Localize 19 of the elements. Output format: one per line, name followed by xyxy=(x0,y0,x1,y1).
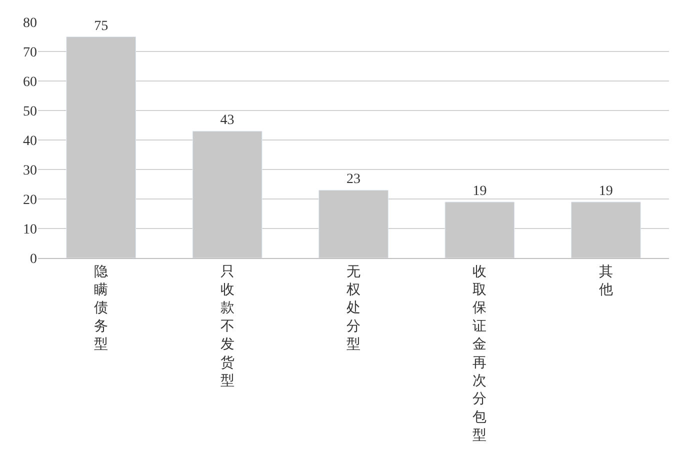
y-tick-label: 70 xyxy=(23,45,37,60)
category-label: 收取保证金再次分包型 xyxy=(472,264,487,444)
y-tick-label: 30 xyxy=(23,163,37,178)
y-tick-label: 10 xyxy=(23,222,37,238)
data-label: 43 xyxy=(220,113,234,128)
data-label: 19 xyxy=(472,184,487,199)
x-tick-label: 无权处分型 xyxy=(346,264,360,353)
data-label: 23 xyxy=(346,172,361,188)
data-label: 19 xyxy=(598,184,613,199)
data-label: 75 xyxy=(94,18,108,34)
x-tick-label: 其他 xyxy=(598,264,613,298)
y-tick-label: 0 xyxy=(30,252,37,267)
y-tick-label: 80 xyxy=(23,16,37,31)
y-tick-label: 50 xyxy=(23,104,37,120)
y-tick-label: 40 xyxy=(23,134,37,149)
y-tick-label: 60 xyxy=(23,74,37,90)
y-tick-label: 20 xyxy=(23,192,37,208)
x-tick-label: 只收款不发货型 xyxy=(220,264,234,389)
x-tick-label: 隐瞒债务型 xyxy=(94,264,108,353)
